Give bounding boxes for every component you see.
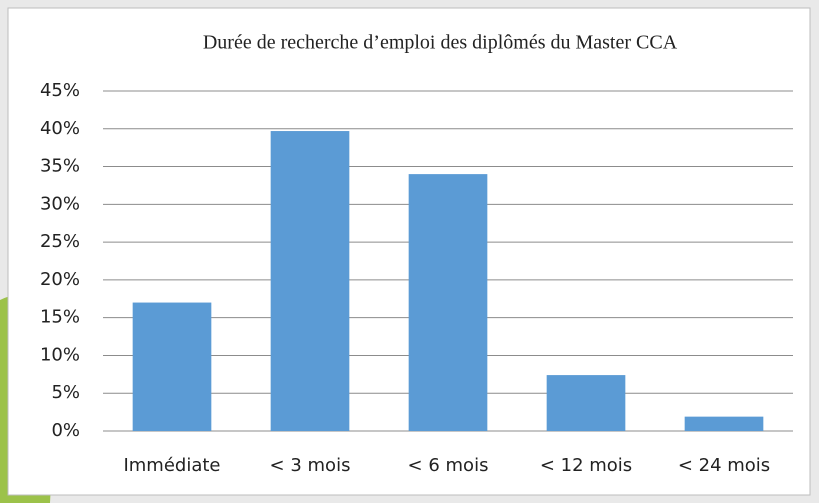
y-tick-label: 35% [40,156,80,177]
bar [408,174,488,431]
y-tick-label: 40% [40,118,80,139]
bar [132,302,212,431]
y-tick-label: 15% [40,307,80,328]
bar [270,131,350,432]
y-tick-label: 45% [40,80,80,101]
y-tick-label: 25% [40,231,80,252]
y-tick-label: 0% [51,420,80,441]
bar [546,375,626,431]
y-tick-label: 5% [51,382,80,403]
x-tick-label: Immédiate [123,455,220,476]
y-tick-label: 20% [40,269,80,290]
x-tick-label: < 6 mois [408,455,489,476]
x-tick-label: < 3 mois [270,455,351,476]
bar [684,416,764,431]
y-tick-label: 30% [40,193,80,214]
x-tick-label: < 24 mois [678,455,770,476]
chart-title: Durée de recherche d’emploi des diplômés… [203,32,678,54]
x-tick-label: < 12 mois [540,455,632,476]
y-tick-label: 10% [40,344,80,365]
